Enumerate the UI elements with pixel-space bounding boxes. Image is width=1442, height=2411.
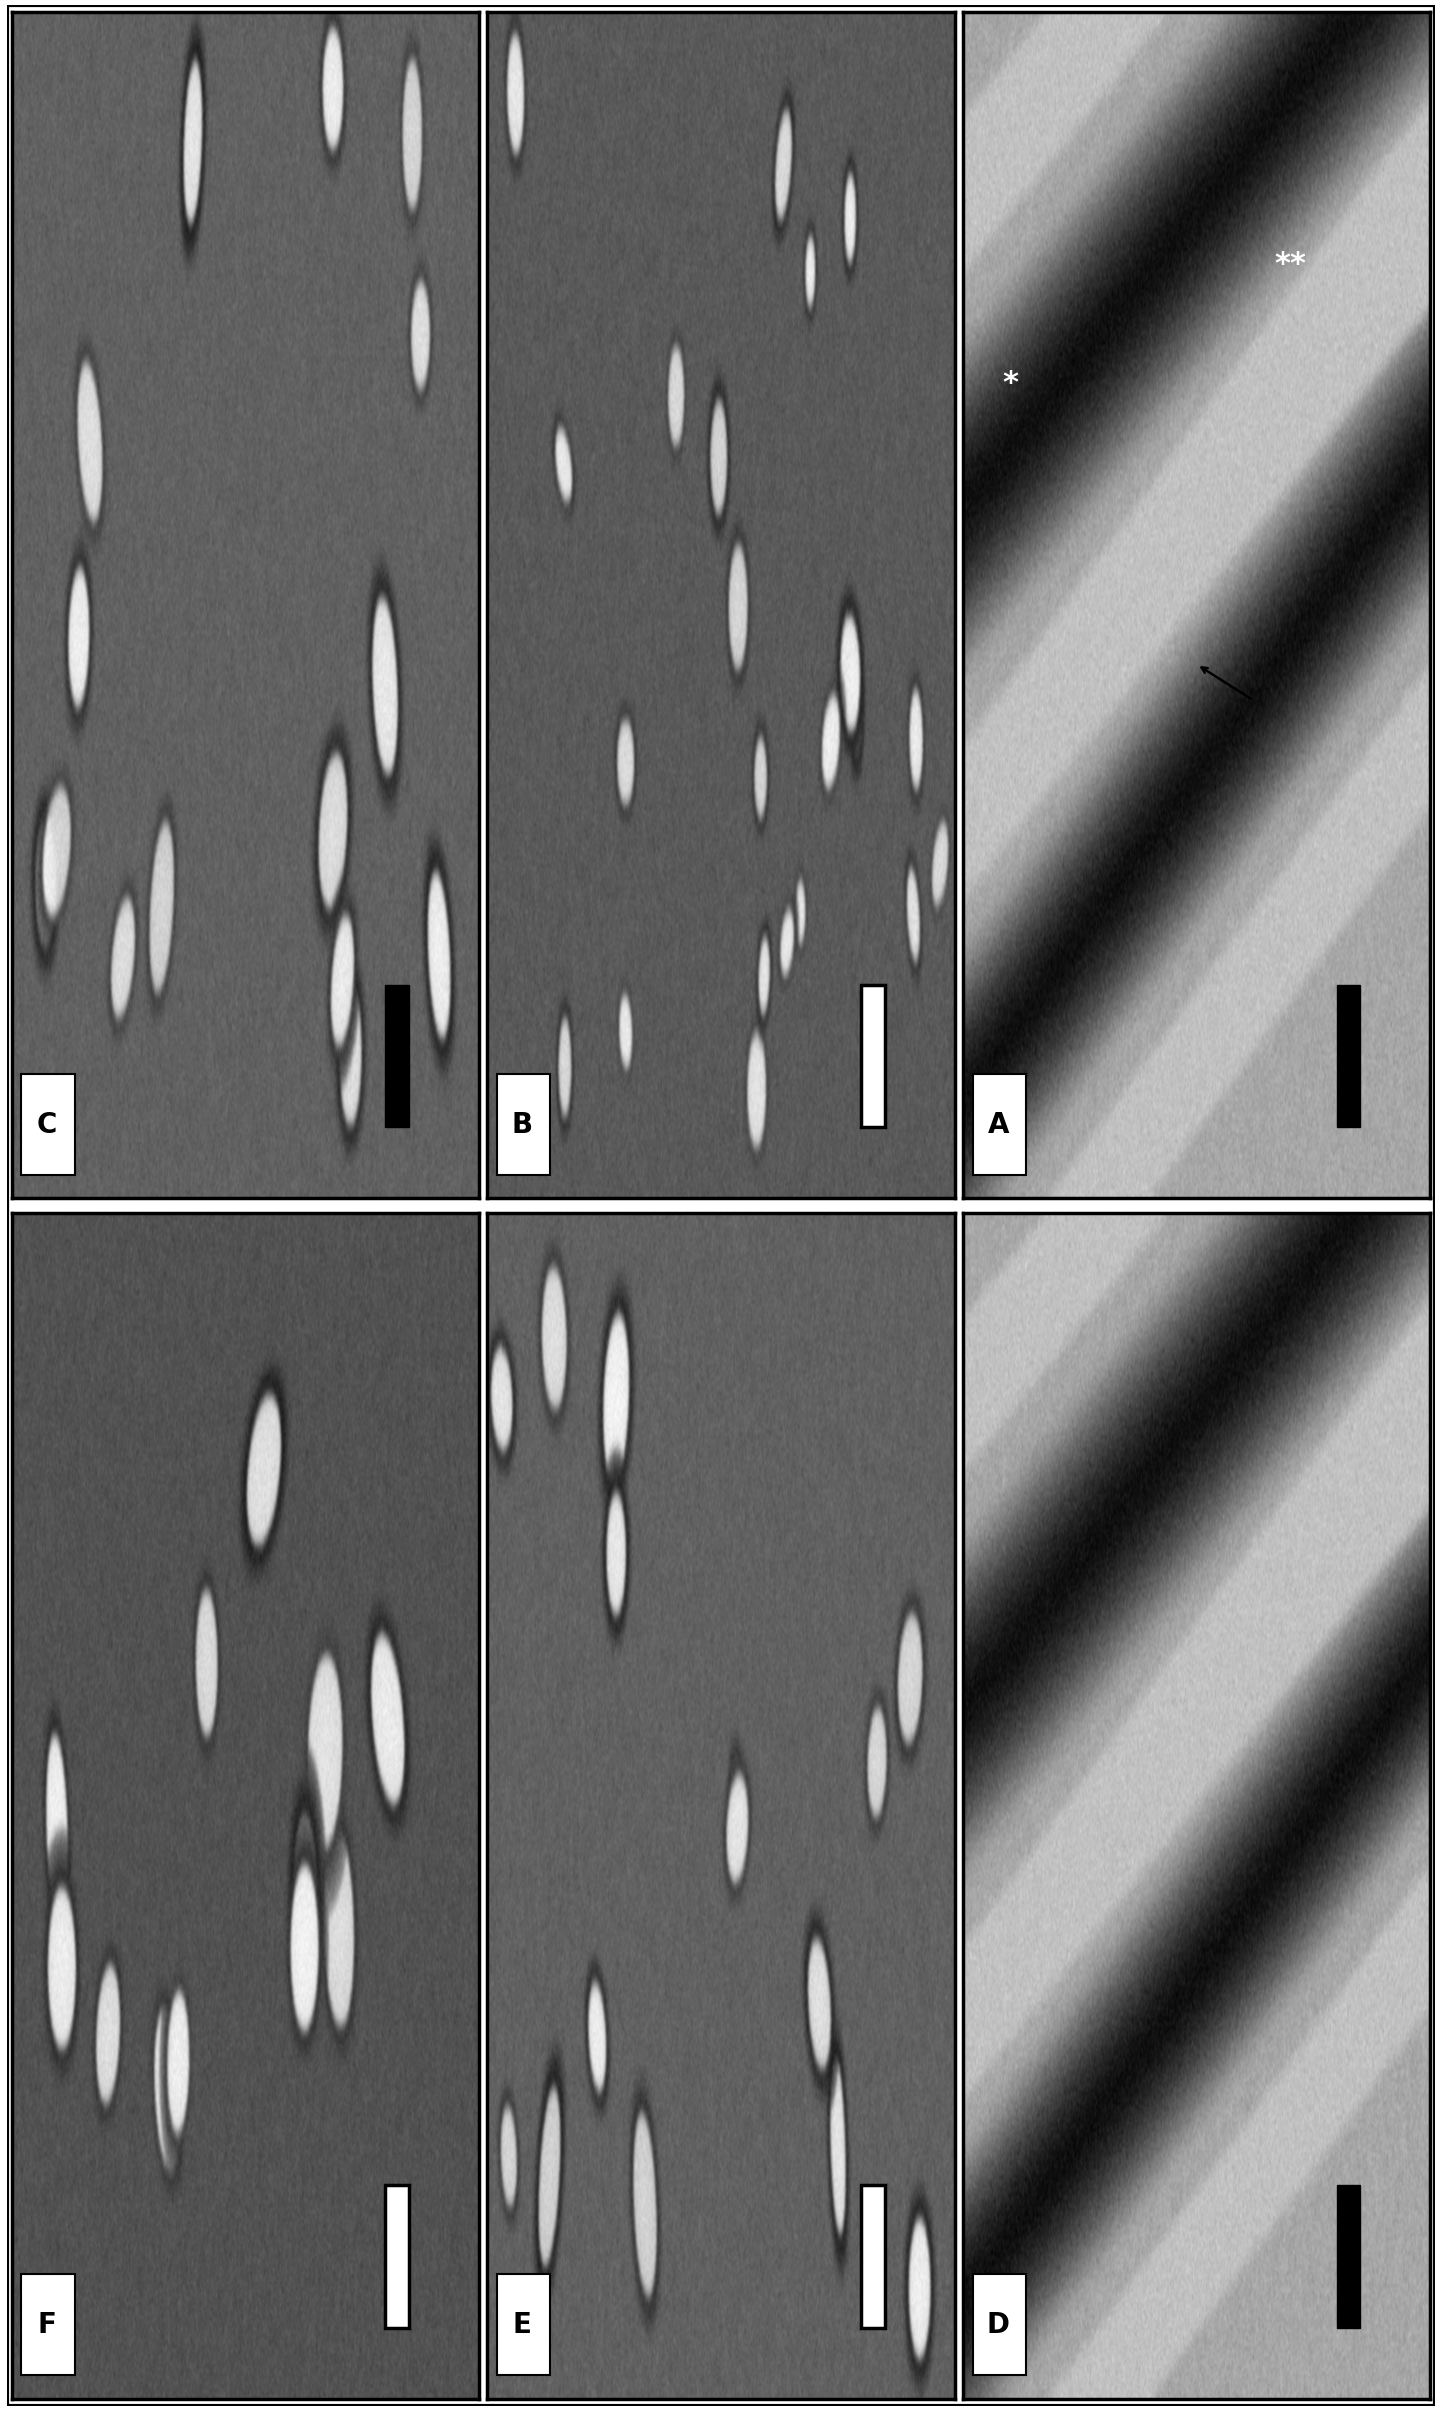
Text: *: * — [1002, 369, 1018, 398]
Text: C: C — [36, 1111, 56, 1138]
Text: B: B — [512, 1111, 534, 1138]
Bar — [1337, 2184, 1360, 2327]
Bar — [972, 2274, 1027, 2375]
Text: F: F — [37, 2312, 56, 2339]
Bar — [861, 984, 884, 1126]
Bar — [496, 1073, 551, 1174]
Text: E: E — [513, 2312, 532, 2339]
Bar — [385, 984, 408, 1126]
Bar — [385, 2184, 408, 2327]
Bar — [972, 1073, 1027, 1174]
Text: D: D — [986, 2312, 1009, 2339]
Bar — [861, 2184, 884, 2327]
Text: A: A — [988, 1111, 1009, 1138]
Bar — [20, 2274, 75, 2375]
Bar — [496, 2274, 551, 2375]
Text: **: ** — [1275, 251, 1306, 280]
Bar — [1337, 984, 1360, 1126]
Bar — [20, 1073, 75, 1174]
